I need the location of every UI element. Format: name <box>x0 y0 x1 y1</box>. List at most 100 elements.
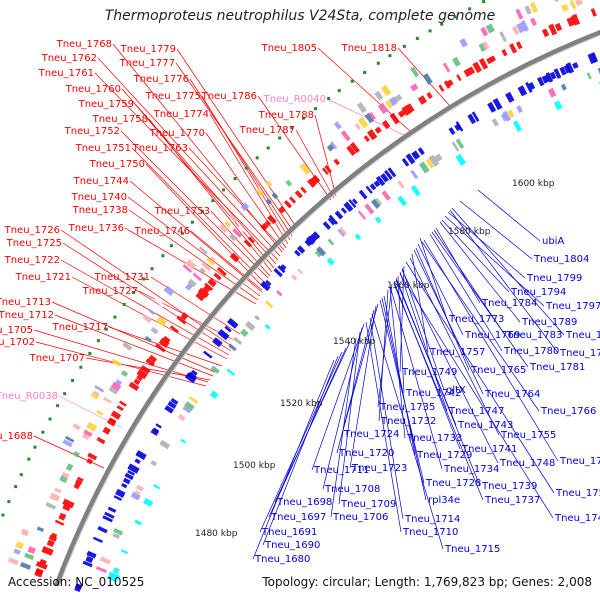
feature-block <box>505 91 515 103</box>
feature-block <box>354 233 362 241</box>
feature-block <box>279 185 286 193</box>
feature-block <box>158 337 170 348</box>
gene-label-reverse: Tneu_1720 <box>338 448 394 459</box>
gene-label-reverse: Tneu_1742 <box>405 388 461 399</box>
feature-block <box>167 400 177 410</box>
feature-block <box>102 515 113 523</box>
gene-label-forward: Tneu_1726 <box>4 225 60 236</box>
marker-dot <box>453 15 457 19</box>
feature-block <box>478 58 489 70</box>
gene-label-forward: Tneu_1770 <box>149 128 205 139</box>
marker-dot <box>200 209 204 213</box>
feature-block <box>537 76 545 87</box>
gene-label-reverse: Tneu_1709 <box>340 499 396 510</box>
marker-dot <box>244 166 248 170</box>
feature-block <box>528 82 536 90</box>
leader-line <box>378 289 389 422</box>
feature-block <box>229 338 241 350</box>
feature-block <box>374 216 382 224</box>
leader-line <box>127 196 261 297</box>
marker-dot <box>1 513 5 517</box>
feature-block <box>144 336 152 343</box>
feature-block <box>224 220 232 228</box>
feature-block <box>590 8 597 17</box>
feature-block <box>159 439 171 450</box>
gene-labels: Tneu_1768 Tneu_1779 Tneu_1762 Tneu_1777 Tneu… <box>0 39 600 565</box>
marker-dot <box>161 254 165 258</box>
feature-block <box>452 56 461 67</box>
feature-block <box>203 350 213 359</box>
feature-block <box>36 526 45 533</box>
feature-block <box>357 116 369 129</box>
feature-block <box>374 90 384 101</box>
feature-block <box>499 31 507 42</box>
feature-block <box>389 112 400 125</box>
marker-dot <box>221 188 225 192</box>
feature-block <box>45 501 57 510</box>
leader-line <box>409 257 500 436</box>
marker-dot <box>14 485 18 489</box>
gene-label-reverse: Tneu_1765 <box>470 365 526 376</box>
gene-label-forward: Tneu_1818 <box>341 43 397 54</box>
marker-dot <box>327 97 331 101</box>
feature-block <box>122 477 131 485</box>
leader-line <box>383 295 416 456</box>
feature-block <box>388 96 399 107</box>
marker-dot <box>169 244 173 248</box>
feature-block <box>110 410 122 420</box>
feature-block <box>136 374 143 382</box>
feature-block <box>163 435 172 444</box>
feature-block <box>119 400 127 407</box>
gene-label-forward: Tneu_1738 <box>72 205 128 216</box>
feature-block <box>195 291 206 302</box>
marker-dot <box>190 220 194 224</box>
feature-block <box>260 280 271 292</box>
feature-block <box>39 558 47 566</box>
feature-block <box>502 110 511 122</box>
feature-block <box>265 279 272 287</box>
feature-block <box>145 358 156 367</box>
feature-block <box>143 497 154 507</box>
feature-block <box>207 278 217 288</box>
leader-line <box>419 237 448 320</box>
leader-line <box>326 98 405 136</box>
leader-line <box>417 243 464 336</box>
feature-block <box>401 104 412 116</box>
feature-block <box>173 421 181 429</box>
feature-block <box>501 49 508 57</box>
leader-line <box>252 359 335 560</box>
feature-block <box>180 312 189 321</box>
feature-block <box>587 52 597 65</box>
leader-line <box>176 48 298 229</box>
gene-label-reverse: Tneu_1732 <box>380 416 436 427</box>
marker-dot <box>33 445 37 449</box>
feature-block <box>384 169 393 180</box>
leader-line <box>389 287 406 439</box>
feature-block <box>407 172 416 181</box>
feature-block <box>13 548 21 555</box>
feature-block <box>553 68 562 79</box>
feature-block <box>330 141 338 150</box>
feature-block <box>86 458 93 465</box>
gene-label-reverse: Tneu_1780 <box>503 346 559 357</box>
feature-block <box>467 113 477 125</box>
feature-block <box>401 157 410 167</box>
gene-label-reverse: rpl34e <box>428 495 460 506</box>
feature-block <box>340 130 351 142</box>
feature-block <box>375 197 382 206</box>
feature-block <box>402 71 412 82</box>
feature-block <box>456 74 462 82</box>
feature-block <box>280 264 287 271</box>
feature-block <box>83 429 93 437</box>
feature-block <box>176 315 187 325</box>
feature-block <box>300 186 307 194</box>
feature-block <box>75 583 83 590</box>
feature-block <box>96 409 104 416</box>
leader-line <box>148 118 273 273</box>
marker-dot <box>131 290 135 294</box>
feature-block <box>254 314 261 321</box>
feature-block <box>394 93 403 102</box>
feature-block <box>192 272 202 282</box>
gene-label-forward: Tneu_1736 <box>68 223 124 234</box>
